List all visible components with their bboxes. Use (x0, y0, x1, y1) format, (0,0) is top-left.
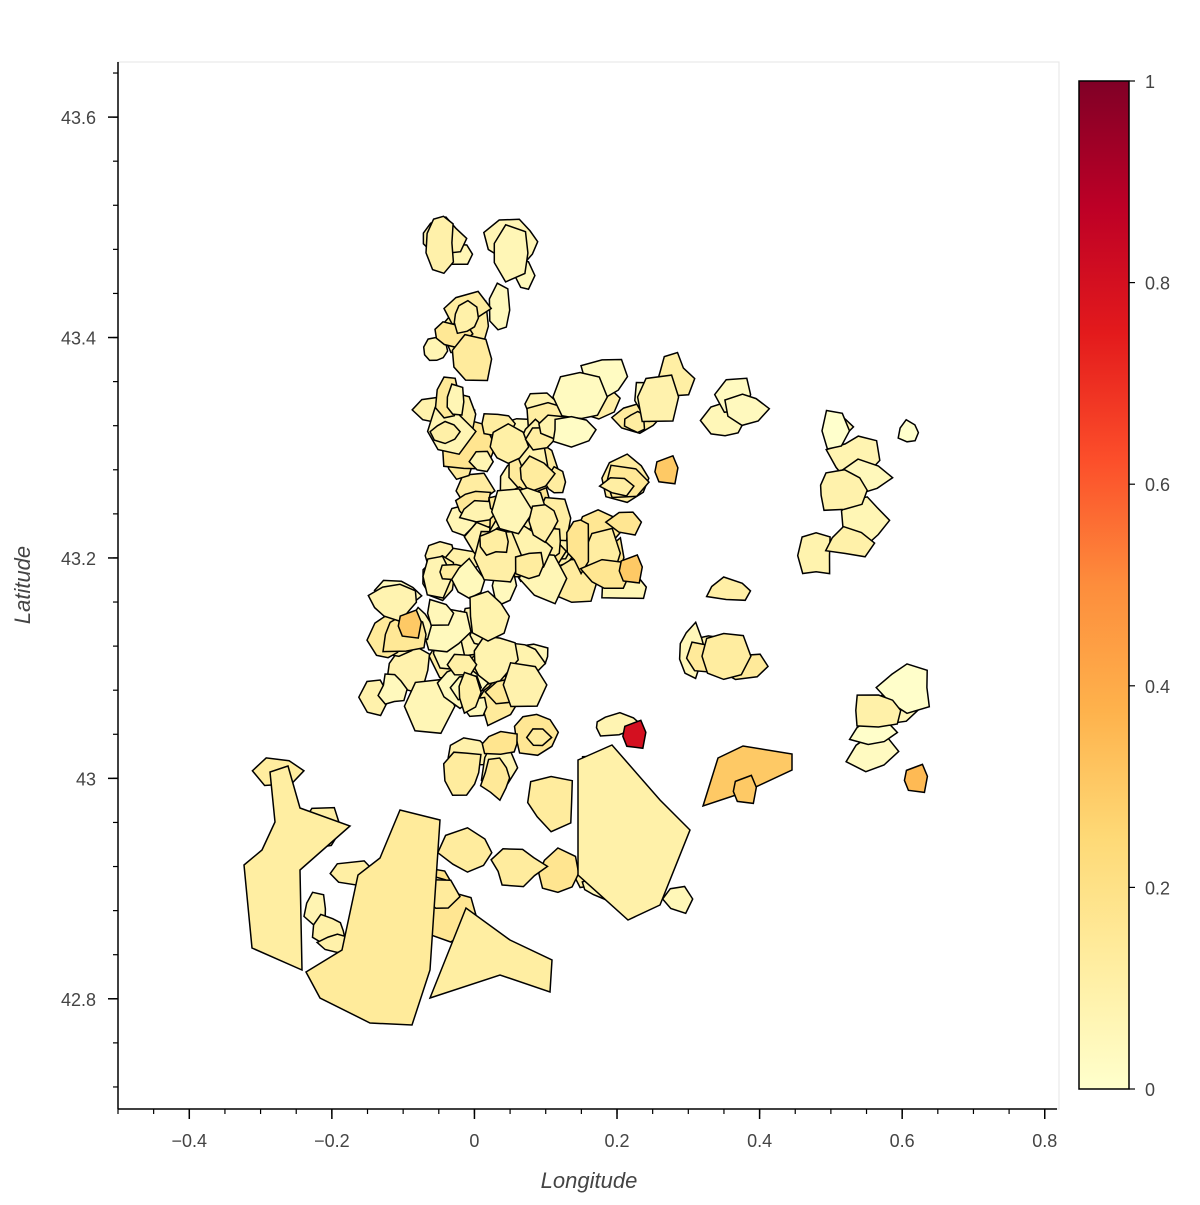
x-tick-label: 0.2 (604, 1131, 629, 1151)
region-polygon (446, 383, 465, 416)
y-tick-label: 43.2 (61, 549, 96, 569)
region-polygon (429, 420, 462, 445)
y-tick-label: 42.8 (61, 990, 96, 1010)
highlighted-region (618, 554, 644, 584)
region-polygon (479, 528, 509, 557)
y-axis: 42.8 43 43.2 43.4 43.6 (61, 62, 119, 1109)
region-polygon (821, 409, 851, 450)
region-polygon (377, 673, 408, 705)
x-tick-label: 0 (469, 1131, 479, 1151)
region-polygon (469, 590, 511, 642)
colorbar: 0 0.2 0.4 0.6 0.8 1 (1078, 72, 1170, 1100)
region-polygon (479, 757, 511, 802)
region-polygon (493, 223, 529, 283)
colorbar-tick-label: 0.6 (1145, 475, 1170, 495)
region-polygon (824, 525, 876, 558)
highlighted-region (397, 609, 423, 639)
region-polygon (552, 415, 597, 448)
region-polygon (604, 511, 643, 536)
region-polygon (897, 418, 920, 443)
x-tick-label: 0.8 (1032, 1131, 1057, 1151)
x-tick-label: 0.4 (747, 1131, 772, 1151)
region-polygon (819, 468, 869, 512)
region-polygon (481, 730, 518, 755)
region-polygon (577, 744, 691, 921)
region-polygon (502, 661, 548, 708)
highlighted-region (622, 719, 647, 750)
highlighted-region (903, 763, 929, 794)
region-polygon (425, 215, 455, 275)
colorbar-tick-label: 0.4 (1145, 677, 1170, 697)
region-polygon (552, 371, 609, 420)
region-polygon (489, 422, 530, 465)
region-polygon (519, 455, 557, 493)
colorbar-tick-label: 1 (1145, 72, 1155, 92)
region-polygon (724, 393, 771, 427)
region-polygon (701, 632, 752, 681)
colorbar-tick-label: 0 (1145, 1080, 1155, 1100)
x-tick-label: −0.4 (172, 1131, 208, 1151)
highlighted-region (732, 774, 758, 805)
region-layer (243, 215, 931, 1026)
region-polygon (442, 751, 482, 797)
y-axis-label: Latitude (10, 546, 35, 624)
region-polygon (453, 299, 480, 335)
region-polygon (473, 635, 520, 686)
y-tick-label: 43.4 (61, 329, 96, 349)
highlighted-region (654, 454, 679, 485)
colorbar-gradient (1078, 80, 1130, 1090)
region-polygon (451, 333, 493, 382)
region-polygon (490, 848, 549, 888)
region-polygon (468, 450, 495, 473)
region-polygon (428, 906, 553, 1000)
y-tick-label: 43.6 (61, 108, 96, 128)
x-tick-label: 0.6 (890, 1131, 915, 1151)
region-polygon (598, 477, 635, 497)
y-tick-label: 43 (76, 769, 96, 789)
region-polygon (526, 775, 574, 833)
region-polygon (796, 532, 831, 575)
region-polygon (705, 576, 752, 602)
region-polygon (490, 488, 535, 535)
x-tick-label: −0.2 (314, 1131, 350, 1151)
x-axis: −0.4 −0.2 0 0.2 0.4 0.6 0.8 (117, 1108, 1057, 1151)
region-polygon (243, 765, 352, 972)
x-axis-label: Longitude (541, 1168, 638, 1193)
region-polygon (305, 809, 441, 1026)
region-polygon (426, 598, 455, 626)
colorbar-tick-label: 0.8 (1145, 274, 1170, 294)
region-polygon (525, 728, 553, 747)
region-polygon (855, 694, 902, 728)
region-polygon (458, 671, 482, 715)
region-polygon (514, 551, 545, 580)
region-polygon (528, 504, 559, 544)
region-polygon (446, 653, 478, 676)
colorbar-tick-label: 0.2 (1145, 878, 1170, 898)
region-polygon (636, 374, 680, 423)
